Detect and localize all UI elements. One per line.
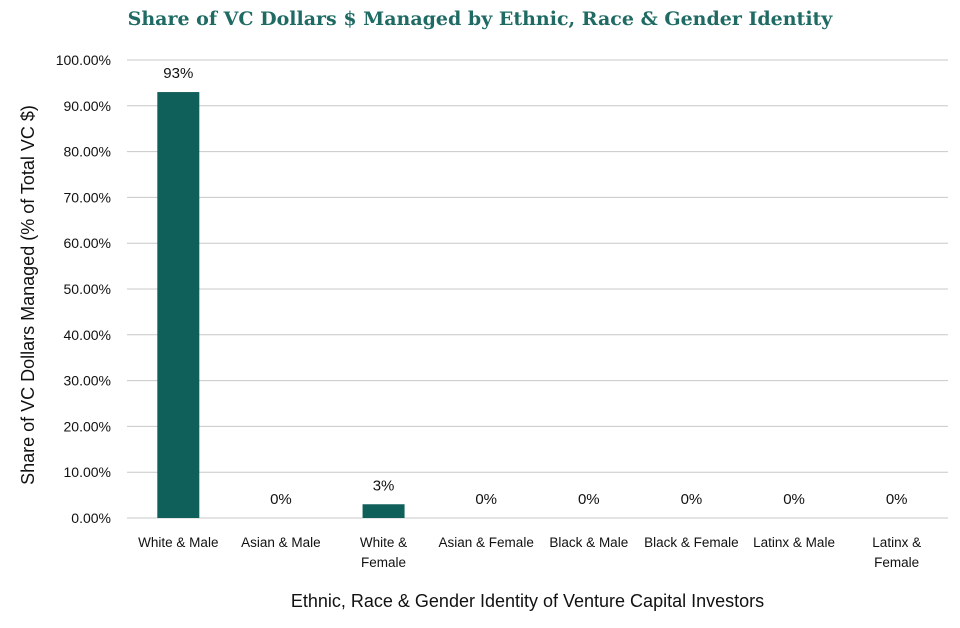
bar-0 [157,92,200,518]
y-tick-label: 70.00% [64,189,111,205]
y-tick-label: 10.00% [64,464,111,480]
y-tick-label: 50.00% [64,281,111,297]
y-axis-title: Share of VC Dollars Managed (% of Total … [18,105,38,485]
data-label: 0% [886,491,908,508]
y-tick-label: 80.00% [64,144,111,160]
x-tick-label: Black & Female [644,535,739,550]
x-tick-label: Black & Male [549,535,628,550]
data-label: 0% [270,491,292,508]
data-label: 3% [373,477,395,494]
y-tick-label: 60.00% [64,235,111,251]
x-tick-label: Latinx & Male [753,535,835,550]
data-label: 93% [163,65,193,82]
y-tick-label: 30.00% [64,373,111,389]
bar-2 [362,504,405,518]
data-label: 0% [578,491,600,508]
y-tick-label: 0.00% [71,510,111,526]
x-tick-label: Latinx & Female [872,535,921,570]
x-tick-label: White & Male [138,535,218,550]
y-tick-label: 20.00% [64,418,111,434]
x-tick-label: Asian & Female [439,535,534,550]
x-axis-title: Ethnic, Race & Gender Identity of Ventur… [291,591,764,611]
y-tick-label: 90.00% [64,98,111,114]
y-tick-label: 100.00% [56,52,111,68]
chart-title: Share of VC Dollars $ Managed by Ethnic,… [127,8,833,30]
y-tick-label: 40.00% [64,327,111,343]
data-label: 0% [681,491,703,508]
x-tick-label: White & Female [360,535,407,570]
x-tick-label: Asian & Male [241,535,321,550]
data-label: 0% [475,491,497,508]
data-label: 0% [783,491,805,508]
